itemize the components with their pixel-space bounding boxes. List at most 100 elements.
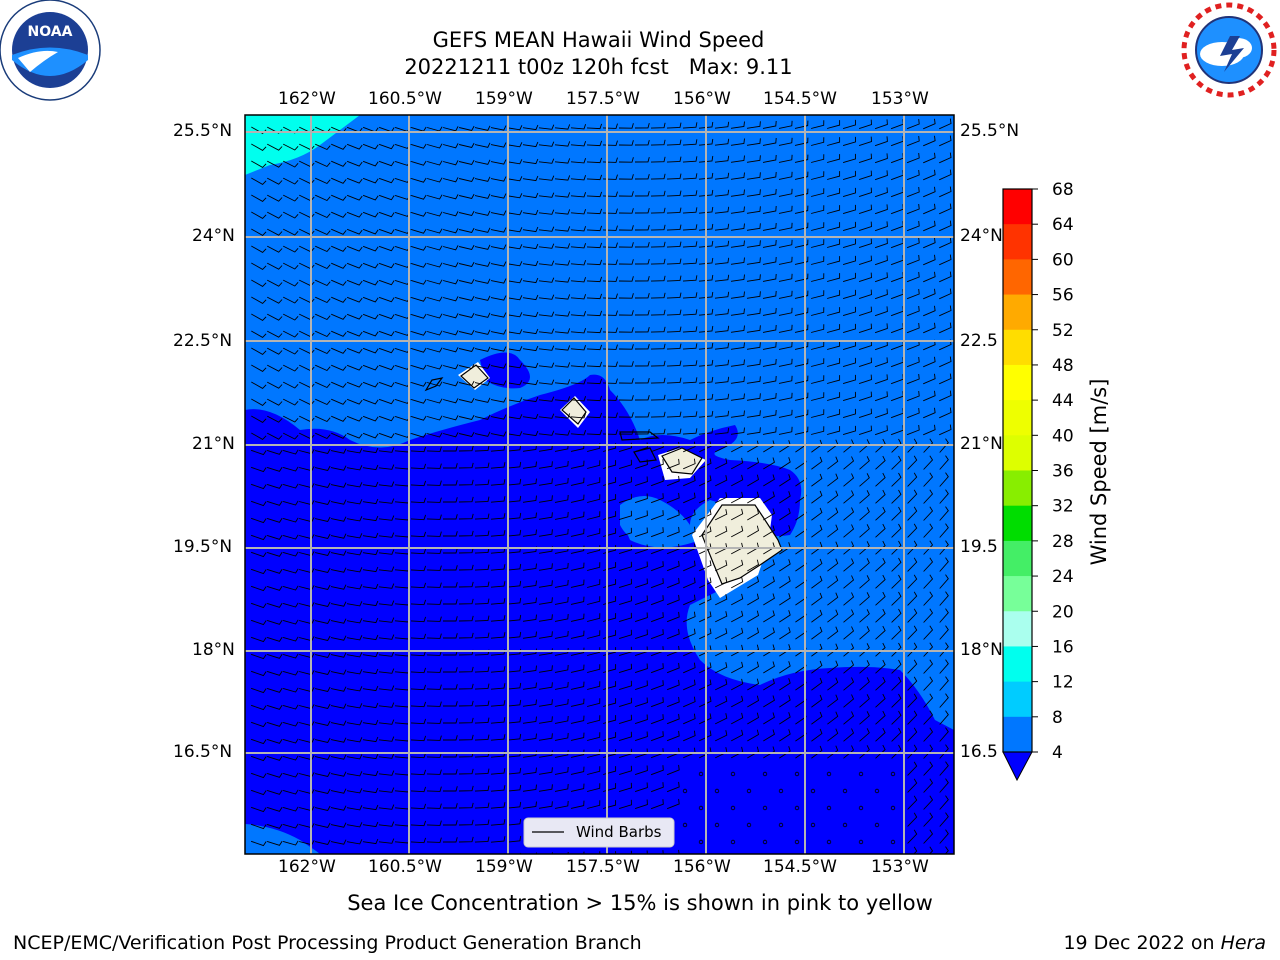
wind-barb (634, 799, 648, 810)
wind-barb (554, 477, 569, 486)
wind-barb (522, 141, 539, 148)
wind-barb (827, 507, 839, 521)
wind-barb (490, 414, 507, 420)
wind-barb (698, 308, 714, 316)
lat-tick-right: 21°N (960, 434, 1003, 454)
wind-barb (554, 613, 569, 622)
wind-barb (522, 665, 537, 673)
wind-barb (266, 721, 283, 727)
wind-barb (554, 664, 569, 673)
wind-barb (746, 427, 761, 435)
wind-barb (618, 663, 632, 674)
wind-barb (570, 800, 585, 809)
wind-barb (586, 681, 601, 690)
wind-barb (346, 839, 363, 845)
wind-barb (282, 211, 299, 219)
wind-barb (251, 194, 267, 202)
wind-barb (827, 677, 839, 691)
wind-barb (346, 296, 363, 303)
wind-barb (827, 541, 839, 555)
wind-barb (746, 342, 761, 350)
wind-barb (330, 771, 347, 777)
wind-barb (907, 608, 918, 623)
wind-barb (315, 313, 331, 321)
wind-barb (666, 360, 682, 367)
wind-barb (346, 771, 363, 777)
wind-barb (506, 346, 523, 352)
wind-barb (346, 822, 363, 828)
colorbar-tick-label: 44 (1052, 391, 1074, 411)
wind-barb (506, 244, 523, 250)
wind-barb (810, 409, 825, 418)
wind-barb (586, 715, 601, 724)
wind-barb (362, 279, 379, 286)
wind-barb (522, 158, 539, 165)
wind-barb (763, 729, 775, 742)
wind-barb (874, 136, 888, 147)
wind-barb (330, 499, 347, 505)
wind-barb (794, 188, 809, 197)
wind-barb (554, 175, 571, 181)
wind-barb (906, 237, 920, 249)
wind-barb (618, 123, 634, 129)
wind-barb (282, 568, 299, 574)
wind-barb (698, 427, 714, 435)
wind-barb (698, 257, 714, 265)
wind-barb (442, 160, 459, 166)
wind-barb (843, 507, 855, 521)
wind-barb (538, 665, 553, 673)
wind-barb (315, 347, 331, 355)
wind-barb (811, 507, 823, 521)
wind-barb (875, 676, 886, 691)
wind-barb (843, 745, 855, 759)
wind-barb (634, 578, 648, 589)
wind-barb (474, 632, 490, 639)
wind-barb (810, 290, 825, 299)
wind-barb (506, 665, 522, 673)
wind-barb (794, 426, 809, 435)
noaa-logo: NOAA (0, 0, 101, 101)
wind-barb (346, 635, 363, 641)
wind-barb (443, 548, 458, 554)
wind-barb (346, 228, 363, 235)
wind-barb (458, 615, 474, 622)
wind-barb (426, 599, 442, 605)
wind-barb (410, 684, 427, 691)
wind-barb (730, 172, 745, 180)
wind-barb (747, 712, 760, 725)
wind-barb (474, 802, 490, 809)
wind-barb (426, 565, 442, 571)
wind-barb (827, 592, 839, 606)
wind-barb (763, 508, 775, 521)
wind-barb (699, 458, 712, 470)
wind-barb (410, 837, 427, 844)
wind-barb (634, 527, 648, 538)
wind-barb (730, 393, 745, 401)
wind-barb (794, 120, 809, 129)
wind-barb (666, 594, 680, 606)
wind-barb (907, 761, 918, 776)
lat-tick-left: 24°N (192, 226, 235, 246)
wind-barb (747, 644, 760, 657)
wind-barb (250, 670, 267, 677)
wind-barb (858, 153, 872, 164)
wind-barb (730, 576, 744, 589)
lon-tick-top: 154.5°W (763, 89, 837, 109)
wind-barb (362, 566, 379, 573)
wind-barb (907, 625, 918, 640)
wind-barb (314, 482, 331, 489)
wind-barb (266, 653, 283, 659)
wind-barb (586, 494, 601, 503)
wind-barb (746, 223, 761, 231)
wind-barb (650, 629, 664, 640)
wind-barb (426, 684, 442, 690)
wind-barb (458, 513, 474, 520)
wind-barb (698, 121, 714, 129)
wind-barb (683, 611, 696, 623)
wind-barb (618, 395, 634, 401)
wind-barb (362, 685, 379, 692)
wind-barb (474, 479, 490, 486)
wind-barb (763, 678, 775, 691)
wind-barb (891, 642, 902, 657)
wind-barb (554, 311, 571, 317)
